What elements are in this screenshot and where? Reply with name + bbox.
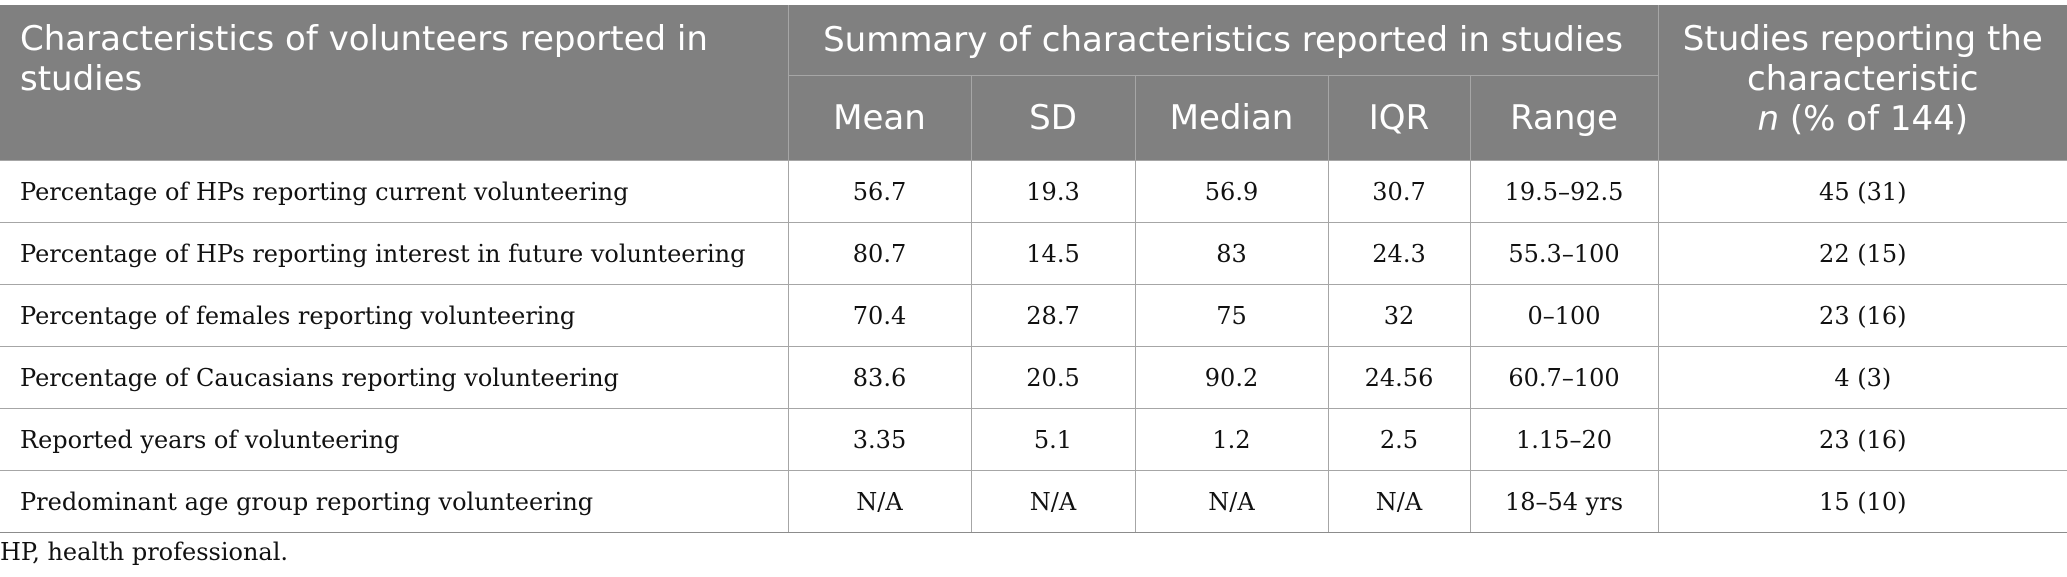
cell-range: 0–100 <box>1469 284 1659 347</box>
cell-sd: 19.3 <box>970 160 1136 223</box>
table-row: Percentage of Caucasians reporting volun… <box>0 346 2067 409</box>
cell-iqr: 30.7 <box>1327 160 1471 223</box>
header-mean: Mean <box>787 75 972 161</box>
cell-median: 75 <box>1134 284 1329 347</box>
header-row-top: Characteristics of volunteers reported i… <box>0 5 2067 161</box>
cell-iqr: 24.3 <box>1327 222 1471 285</box>
cell-studies: 23 (16) <box>1657 408 2067 471</box>
cell-studies: 4 (3) <box>1657 346 2067 409</box>
header-characteristics: Characteristics of volunteers reported i… <box>0 5 789 161</box>
cell-sd: 14.5 <box>970 222 1136 285</box>
cell-range: 60.7–100 <box>1469 346 1659 409</box>
table-row: Predominant age group reporting voluntee… <box>0 470 2067 533</box>
cell-range: 55.3–100 <box>1469 222 1659 285</box>
cell-median: N/A <box>1134 470 1329 533</box>
cell-median: 56.9 <box>1134 160 1329 223</box>
table-footnote: HP, health professional. <box>0 538 289 566</box>
volunteer-characteristics-table: Characteristics of volunteers reported i… <box>0 5 2067 533</box>
cell-studies: 15 (10) <box>1657 470 2067 533</box>
header-summary: Summary of characteristics reported in s… <box>787 5 1659 76</box>
cell-sd: 28.7 <box>970 284 1136 347</box>
row-label: Percentage of HPs reporting interest in … <box>0 222 789 285</box>
cell-iqr: 2.5 <box>1327 408 1471 471</box>
header-median: Median <box>1134 75 1329 161</box>
cell-mean: 70.4 <box>787 284 972 347</box>
row-label: Percentage of females reporting voluntee… <box>0 284 789 347</box>
cell-range: 18–54 yrs <box>1469 470 1659 533</box>
cell-median: 90.2 <box>1134 346 1329 409</box>
header-studies: Studies reporting the characteristic n (… <box>1657 5 2067 161</box>
header-range: Range <box>1469 75 1659 161</box>
header-studies-n: n <box>1757 99 1780 139</box>
cell-median: 83 <box>1134 222 1329 285</box>
cell-iqr: 24.56 <box>1327 346 1471 409</box>
cell-studies: 23 (16) <box>1657 284 2067 347</box>
cell-iqr: 32 <box>1327 284 1471 347</box>
row-label: Reported years of volunteering <box>0 408 789 471</box>
cell-median: 1.2 <box>1134 408 1329 471</box>
cell-mean: 3.35 <box>787 408 972 471</box>
header-iqr: IQR <box>1327 75 1471 161</box>
cell-range: 1.15–20 <box>1469 408 1659 471</box>
table-row: Percentage of females reporting voluntee… <box>0 284 2067 347</box>
cell-sd: N/A <box>970 470 1136 533</box>
cell-iqr: N/A <box>1327 470 1471 533</box>
header-studies-line2: n (% of 144) <box>1659 99 2067 139</box>
cell-mean: 80.7 <box>787 222 972 285</box>
cell-studies: 45 (31) <box>1657 160 2067 223</box>
table-row: Reported years of volunteering 3.35 5.1 … <box>0 408 2067 471</box>
table-header: Characteristics of volunteers reported i… <box>0 5 2067 161</box>
cell-range: 19.5–92.5 <box>1469 160 1659 223</box>
row-label: Percentage of HPs reporting current volu… <box>0 160 789 223</box>
header-sd: SD <box>970 75 1136 161</box>
cell-studies: 22 (15) <box>1657 222 2067 285</box>
cell-mean: 83.6 <box>787 346 972 409</box>
table-body: Percentage of HPs reporting current volu… <box>0 160 2067 533</box>
table-row: Percentage of HPs reporting interest in … <box>0 222 2067 285</box>
row-label: Predominant age group reporting voluntee… <box>0 470 789 533</box>
table-row: Percentage of HPs reporting current volu… <box>0 160 2067 223</box>
cell-sd: 5.1 <box>970 408 1136 471</box>
header-studies-pct: (% of 144) <box>1779 99 1969 139</box>
header-row-sub: Mean SD Median IQR Range <box>0 75 2067 161</box>
cell-sd: 20.5 <box>970 346 1136 409</box>
cell-mean: N/A <box>787 470 972 533</box>
header-studies-line1: Studies reporting the characteristic <box>1682 19 2043 99</box>
row-label: Percentage of Caucasians reporting volun… <box>0 346 789 409</box>
cell-mean: 56.7 <box>787 160 972 223</box>
